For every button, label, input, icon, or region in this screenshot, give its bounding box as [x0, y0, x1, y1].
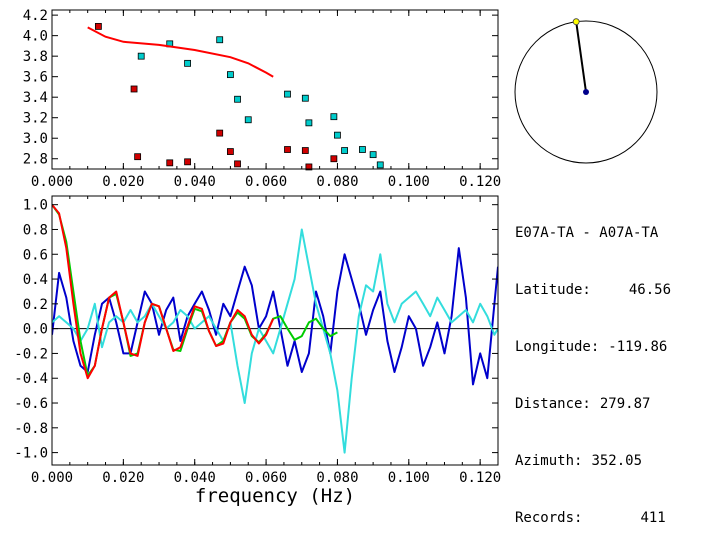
- latitude-label: Latitude:: [515, 282, 591, 298]
- y-tick-label: 0.4: [23, 272, 48, 288]
- compass-center-marker: [583, 89, 589, 95]
- red-measurement-point: [284, 147, 290, 153]
- dispersion-series: [88, 23, 384, 170]
- red-measurement-point: [217, 130, 223, 136]
- latitude-value: 46.56: [629, 282, 671, 298]
- x-axis-label: frequency (Hz): [195, 485, 355, 507]
- y-tick-label: 2.8: [23, 152, 48, 168]
- y-tick-label: 1.0: [23, 198, 48, 214]
- longitude-row: Longitude: -119.86: [515, 338, 671, 357]
- y-tick-label: -0.8: [14, 421, 48, 437]
- x-tick-label: 0.080: [316, 174, 358, 190]
- y-tick-label: 0.2: [23, 297, 48, 313]
- x-tick-label: 0.060: [245, 174, 287, 190]
- y-tick-label: 4.2: [23, 8, 48, 24]
- red-measurement-point: [135, 154, 141, 160]
- red-measurement-point: [185, 159, 191, 165]
- compass-needle: [576, 22, 586, 92]
- station-info-panel: E07A-TA - A07A-TA Latitude: 46.56 Longitu…: [515, 186, 671, 547]
- y-tick-label: -1.0: [14, 446, 48, 462]
- azimuth-label: Azimuth:: [515, 453, 582, 469]
- cyan-measurement-point: [331, 114, 337, 120]
- x-tick-label: 0.120: [459, 470, 501, 486]
- red-measurement-point: [302, 148, 308, 154]
- cyan-measurement-point: [138, 53, 144, 59]
- dispersion-fit-curve: [88, 27, 274, 76]
- x-tick-label: 0.040: [174, 174, 216, 190]
- cyan-measurement-point: [370, 152, 376, 158]
- red-measurement-point: [95, 23, 101, 29]
- azimuth-row: Azimuth: 352.05: [515, 452, 671, 471]
- y-tick-label: 0.6: [23, 247, 48, 263]
- azimuth-value: 352.05: [591, 453, 642, 469]
- cyan-measurement-point: [217, 37, 223, 43]
- cyan-measurement-point: [302, 95, 308, 101]
- red-measurement-point: [167, 160, 173, 166]
- y-tick-label: 0.0: [23, 322, 48, 338]
- x-tick-label: 0.060: [245, 470, 287, 486]
- cyan-measurement-point: [359, 147, 365, 153]
- cyan-measurement-point: [227, 72, 233, 78]
- cyan-measurement-point: [377, 162, 383, 168]
- dispersion-plot-frame: [52, 10, 498, 169]
- y-tick-label: 3.8: [23, 49, 48, 65]
- x-tick-label: 0.040: [174, 470, 216, 486]
- cyan-measurement-point: [284, 91, 290, 97]
- red-model-trace: [52, 205, 273, 379]
- y-tick-label: 3.4: [23, 90, 48, 106]
- x-tick-label: 0.100: [388, 174, 430, 190]
- station-pair: E07A-TA - A07A-TA: [515, 224, 671, 243]
- y-tick-label: 3.6: [23, 70, 48, 86]
- y-tick-label: -0.6: [14, 396, 48, 412]
- x-tick-label: 0.000: [31, 470, 73, 486]
- green-model-trace: [52, 205, 337, 376]
- y-tick-label: -0.2: [14, 346, 48, 362]
- azimuth-compass: [515, 19, 657, 163]
- distance-value: 279.87: [600, 396, 651, 412]
- red-measurement-point: [131, 86, 137, 92]
- correlation-plot: 0.000 0.020 0.040 0.060 0.080 0.100 0.120 1.0 0.…: [14, 196, 501, 507]
- cyan-measurement-point: [235, 96, 241, 102]
- x-tick-label: 0.000: [31, 174, 73, 190]
- dispersion-axes: 0.000 0.020 0.040 0.060 0.080 0.100 0.120 2.8 3.…: [23, 8, 502, 190]
- cyan-measurement-point: [185, 60, 191, 66]
- x-tick-label: 0.120: [459, 174, 501, 190]
- y-tick-label: -0.4: [14, 371, 48, 387]
- records-label: Records:: [515, 510, 582, 526]
- x-tick-label: 0.020: [102, 174, 144, 190]
- longitude-label: Longitude:: [515, 339, 599, 355]
- x-tick-label: 0.100: [388, 470, 430, 486]
- red-measurement-point: [331, 156, 337, 162]
- y-tick-label: 3.2: [23, 111, 48, 127]
- cyan-measurement-point: [334, 132, 340, 138]
- records-value: 411: [640, 510, 665, 526]
- y-tick-label: 3.0: [23, 131, 48, 147]
- distance-row: Distance: 279.87: [515, 395, 671, 414]
- cyan-measurement-point: [306, 120, 312, 126]
- y-tick-label: 0.8: [23, 222, 48, 238]
- longitude-value: -119.86: [608, 339, 667, 355]
- compass-tip-marker: [573, 19, 579, 25]
- distance-label: Distance:: [515, 396, 591, 412]
- latitude-row: Latitude: 46.56: [515, 281, 671, 300]
- x-tick-label: 0.080: [316, 470, 358, 486]
- dispersion-plot: 0.000 0.020 0.040 0.060 0.080 0.100 0.120 2.8 3.…: [23, 8, 502, 190]
- red-measurement-point: [235, 161, 241, 167]
- cyan-measurement-point: [245, 117, 251, 123]
- y-tick-label: 4.0: [23, 29, 48, 45]
- x-tick-label: 0.020: [102, 470, 144, 486]
- red-measurement-point: [227, 149, 233, 155]
- cyan-measurement-point: [342, 148, 348, 154]
